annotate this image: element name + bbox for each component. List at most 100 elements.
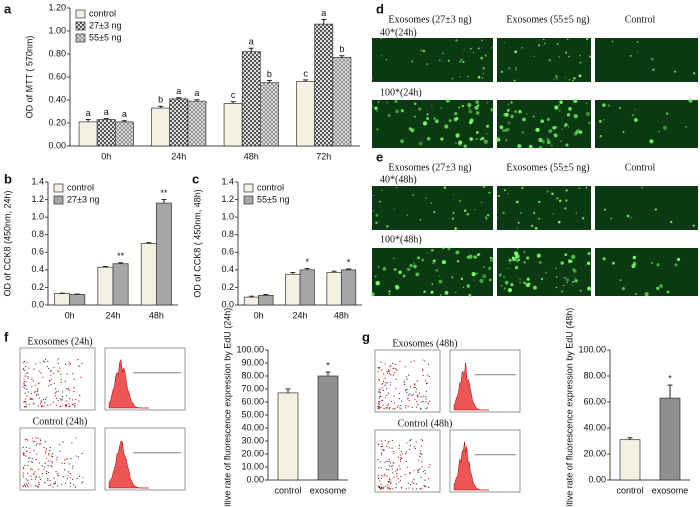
event	[35, 458, 37, 461]
cell	[387, 114, 391, 117]
bar	[340, 269, 357, 306]
event	[425, 485, 427, 488]
event	[81, 452, 83, 454]
event	[384, 363, 386, 365]
event	[47, 465, 49, 467]
event	[407, 466, 409, 468]
cell	[380, 55, 383, 57]
y-tick-label: 60.00	[241, 396, 264, 406]
significance-label: a	[321, 8, 326, 18]
cell	[485, 217, 488, 220]
cell	[503, 42, 506, 44]
event	[67, 471, 69, 473]
event	[30, 485, 32, 487]
cell	[517, 221, 520, 224]
significance-label: **	[117, 251, 125, 261]
event	[65, 388, 67, 390]
cell	[425, 197, 427, 199]
cell	[414, 102, 417, 105]
event	[377, 485, 379, 487]
event	[417, 404, 419, 406]
event	[415, 441, 417, 443]
event	[427, 374, 429, 376]
cell	[460, 277, 464, 281]
event	[409, 484, 412, 486]
event	[38, 462, 40, 464]
event	[60, 381, 62, 383]
event	[383, 449, 385, 451]
cell	[475, 100, 480, 104]
cell	[588, 121, 591, 124]
event	[33, 368, 35, 370]
event	[76, 477, 78, 480]
event	[428, 375, 431, 378]
event	[414, 386, 416, 389]
bar	[243, 296, 260, 306]
cell	[515, 254, 520, 259]
cell	[589, 55, 592, 58]
cell	[447, 247, 451, 251]
cell	[525, 282, 530, 288]
event	[382, 389, 384, 391]
event	[78, 400, 80, 402]
event	[25, 485, 27, 488]
event	[53, 382, 55, 384]
event	[379, 391, 381, 393]
event	[387, 442, 389, 445]
cell	[504, 129, 507, 132]
cell	[426, 137, 431, 141]
event	[390, 481, 392, 483]
event	[24, 483, 26, 485]
event	[38, 468, 40, 470]
event	[47, 404, 49, 406]
cell	[372, 194, 374, 197]
event	[52, 486, 54, 488]
event	[377, 391, 379, 393]
event	[416, 394, 418, 396]
event	[389, 366, 391, 368]
flow-label: Control (24h)	[33, 416, 88, 427]
event	[69, 405, 71, 407]
event	[385, 396, 387, 399]
event	[26, 472, 29, 475]
y-tick-label: 100.00	[578, 344, 606, 354]
cell	[440, 106, 443, 109]
cell	[453, 111, 458, 116]
event	[425, 407, 427, 410]
event	[382, 383, 384, 385]
event	[43, 405, 45, 407]
event	[73, 386, 75, 389]
event	[45, 472, 48, 475]
bar	[96, 119, 116, 147]
event	[421, 461, 423, 463]
event	[381, 487, 383, 489]
event	[39, 403, 42, 405]
cell	[559, 100, 563, 104]
event	[42, 398, 45, 400]
bar	[277, 392, 299, 481]
event	[378, 389, 380, 391]
event	[70, 458, 72, 460]
event	[380, 361, 382, 363]
event	[380, 395, 382, 397]
cell	[572, 268, 577, 273]
cell	[610, 217, 613, 220]
event	[64, 459, 66, 461]
event	[61, 395, 64, 398]
event	[382, 475, 384, 477]
event	[421, 487, 423, 489]
cell	[662, 125, 668, 130]
event	[24, 375, 26, 377]
cell	[604, 208, 607, 211]
event	[22, 485, 24, 487]
cell	[475, 138, 478, 140]
cell	[373, 210, 375, 212]
y-tick-label: 1.4	[31, 176, 44, 186]
cell	[370, 292, 375, 297]
event	[389, 384, 391, 386]
cell	[377, 101, 380, 103]
event	[41, 405, 43, 407]
cell	[434, 119, 439, 124]
event	[377, 371, 379, 373]
cell	[376, 128, 379, 131]
